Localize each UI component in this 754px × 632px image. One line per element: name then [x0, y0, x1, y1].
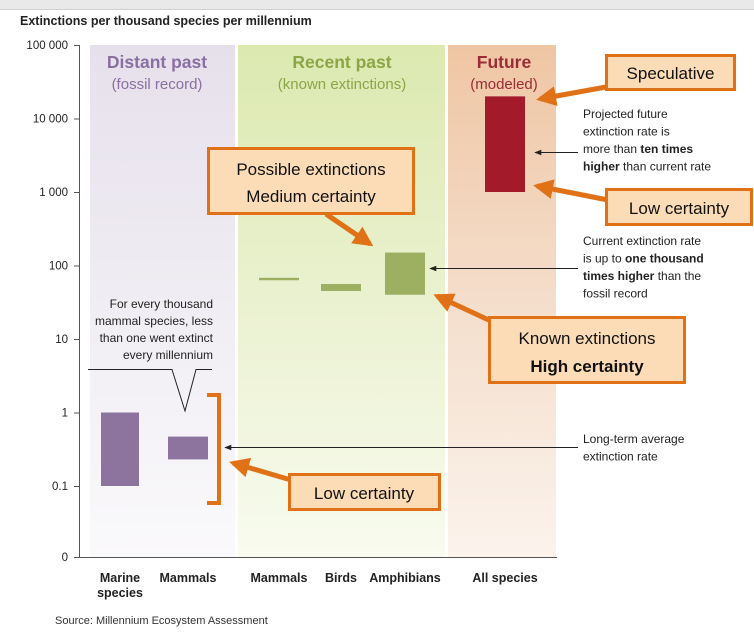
note-line: than one went extinct: [100, 331, 214, 345]
x-axis-label: Mammals: [251, 571, 308, 585]
note-line: fossil record: [583, 287, 648, 301]
low-certainty-past-arrow: [229, 457, 292, 483]
callout-known-line-2: High certainty: [530, 357, 644, 376]
note-line: is up to one thousand: [583, 252, 704, 266]
period-title-distant-past: Distant past: [107, 52, 207, 72]
period-subtitle-future: (modeled): [470, 76, 538, 93]
note-line: Projected future: [583, 107, 668, 121]
callout-known-extinctions: [488, 316, 686, 384]
callout-speculative: [605, 54, 736, 91]
note-line: extinction rate: [583, 450, 658, 464]
bar-distant-past-mammals: [168, 436, 208, 460]
bar-recent-past-birds: [321, 284, 361, 291]
speculative-arrow: [536, 84, 607, 106]
low-certainty-future-arrow: [533, 179, 609, 203]
period-title-future: Future: [477, 52, 532, 72]
note-line: mammal species, less: [95, 314, 213, 328]
note-line: For every thousand: [110, 297, 213, 311]
period-title-recent-past: Recent past: [292, 52, 391, 72]
future-rate-note: Projected future extinction rate is more t…: [583, 107, 711, 174]
x-axis-label: species: [97, 586, 143, 600]
bar-future-all-species: [485, 96, 525, 192]
x-axis-label: Marine: [100, 571, 140, 585]
x-axis-label: Mammals: [160, 571, 217, 585]
mammal-note-pointer: [88, 369, 212, 413]
y-axis-ticks: 100 000 10 000 1 000 100 10 1 0.1 0: [26, 40, 80, 564]
current-rate-note: Current extinction rate is up to one thou…: [583, 234, 704, 301]
x-axis-label: Amphibians: [369, 571, 441, 585]
callout-known-line-1: Known extinctions: [518, 329, 655, 348]
period-subtitle-recent-past: (known extinctions): [278, 76, 406, 93]
bar-recent-past-mammals: [259, 277, 299, 281]
callout-low-certainty-future-text: Low certainty: [629, 199, 730, 218]
bar-distant-past-marine-species: [101, 412, 139, 486]
note-line: every millennium: [123, 348, 213, 362]
y-tick-label: 0: [62, 552, 68, 564]
period-background-recent-past: [238, 45, 445, 557]
x-axis-label: Birds: [325, 571, 357, 585]
note-line: more than ten times: [583, 142, 693, 156]
bar-recent-past-amphibians: [385, 252, 425, 295]
x-axis-label: All species: [472, 571, 537, 585]
note-line: Current extinction rate: [583, 234, 701, 248]
chart-bars: [101, 96, 525, 486]
callout-possible-extinctions: [207, 147, 415, 215]
callout-possible-line-2: Medium certainty: [246, 187, 376, 206]
y-tick-label: 1: [62, 408, 68, 420]
note-line: times higher than the: [583, 269, 701, 283]
callout-low-certainty-future: [605, 188, 753, 226]
y-tick-label: 10 000: [33, 114, 68, 126]
y-tick-label: 0.1: [52, 481, 68, 493]
callout-speculative-text: Speculative: [627, 64, 715, 83]
long-term-note: Long-term average extinction rate: [583, 432, 685, 464]
callout-low-certainty-past-text: Low certainty: [314, 484, 415, 503]
low-certainty-bracket: [207, 393, 221, 505]
possible-extinctions-arrow: [324, 211, 374, 247]
y-tick-label: 100: [49, 261, 68, 273]
known-extinctions-arrow: [433, 293, 495, 325]
note-line: extinction rate is: [583, 125, 670, 139]
mammal-note-text: For every thousand mammal species, less th…: [95, 297, 214, 362]
top-strip: [0, 0, 754, 9]
y-tick-label: 10: [55, 334, 68, 346]
chart-title: Extinctions per thousand species per mil…: [20, 14, 312, 28]
callout-low-certainty-past: [288, 473, 441, 511]
period-subtitle-distant-past: (fossil record): [112, 76, 203, 93]
y-tick-label: 1 000: [39, 187, 68, 199]
callout-possible-line-1: Possible extinctions: [236, 160, 385, 179]
y-tick-label: 100 000: [26, 40, 68, 52]
note-line: Long-term average: [583, 432, 685, 446]
source-note: Source: Millennium Ecosystem Assessment: [55, 615, 268, 627]
note-line: higher than current rate: [583, 160, 711, 174]
